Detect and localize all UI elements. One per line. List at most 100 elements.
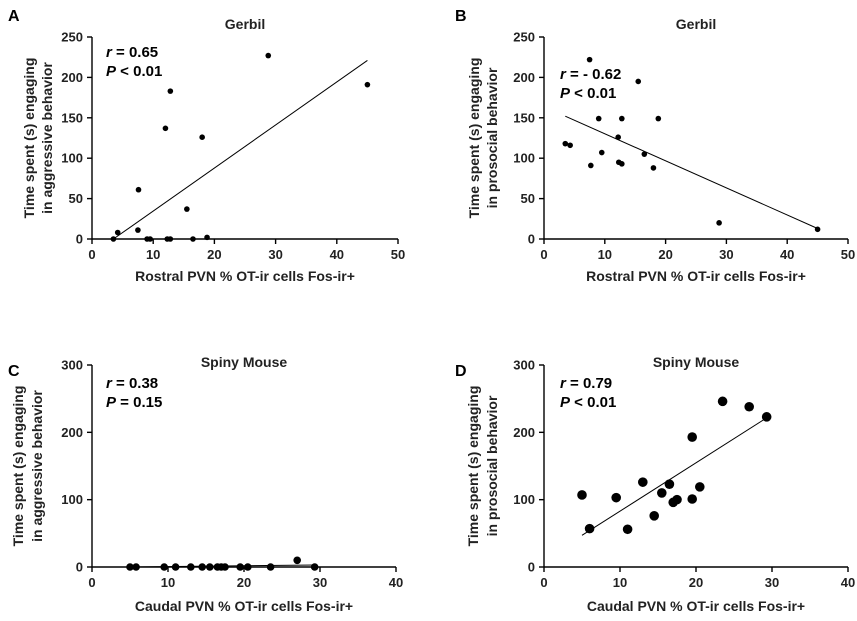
data-point (110, 236, 117, 242)
data-point (638, 477, 648, 487)
data-point (577, 490, 587, 500)
x-tick-label: 10 (613, 575, 627, 590)
y-axis-title-line: Time spent (s) engaging (465, 386, 481, 547)
data-point (162, 125, 169, 132)
x-tick-label: 20 (207, 247, 221, 262)
p-value: < 0.01 (570, 85, 616, 102)
y-tick-label: 200 (61, 425, 83, 440)
data-point (695, 482, 705, 492)
data-point (167, 88, 174, 94)
p-stat: P < 0.01 (106, 63, 162, 80)
x-tick-label: 50 (841, 247, 855, 262)
data-point (364, 81, 371, 88)
x-tick-label: 20 (658, 247, 672, 262)
x-tick-label: 0 (88, 575, 95, 590)
data-point (744, 401, 754, 412)
x-tick-label: 20 (689, 575, 703, 590)
x-tick-label: 0 (540, 247, 547, 262)
data-point (598, 149, 605, 156)
data-point (187, 563, 195, 571)
y-tick-label: 100 (513, 151, 535, 166)
r-symbol: r (106, 375, 113, 392)
data-point (135, 186, 142, 193)
y-axis-title-line: Time spent (s) engaging (21, 58, 37, 219)
data-point (650, 165, 657, 171)
data-point (635, 78, 642, 85)
data-point (615, 134, 621, 140)
data-point (147, 236, 153, 242)
data-point (160, 563, 168, 571)
x-tick-label: 40 (841, 575, 855, 590)
data-point (687, 432, 697, 442)
p-stat: P = 0.15 (106, 394, 162, 411)
x-tick-label: 40 (330, 247, 344, 262)
y-tick-label: 50 (521, 191, 535, 206)
data-point (588, 162, 594, 169)
p-value: < 0.01 (116, 63, 162, 80)
x-tick-label: 30 (313, 575, 327, 590)
r-value: = 0.38 (112, 375, 158, 392)
r-symbol: r (560, 66, 567, 83)
x-axis-title: Rostral PVN % OT-ir cells Fos-ir+ (586, 268, 806, 284)
data-point (199, 134, 205, 140)
y-axis-title-line: in aggressive behavior (29, 390, 45, 542)
y-tick-label: 0 (76, 560, 83, 575)
data-point (293, 556, 302, 565)
x-tick-label: 10 (146, 247, 160, 262)
data-point (687, 494, 697, 504)
data-point (584, 523, 595, 534)
data-point (619, 161, 625, 167)
data-point (236, 563, 244, 571)
y-tick-label: 200 (513, 70, 535, 85)
y-axis-title-line: Time spent (s) engaging (10, 386, 26, 547)
data-point (649, 511, 659, 521)
p-symbol: P (560, 394, 571, 411)
panel-title: Gerbil (676, 16, 716, 32)
x-tick-label: 0 (540, 575, 547, 590)
data-point (586, 56, 593, 63)
y-axis-title-line: in aggressive behavior (39, 62, 55, 214)
data-point (132, 563, 140, 571)
panel-a: A Gerbil 0 10 20 30 40 50 0 50 100 150 200 250 Rostral… (8, 8, 405, 284)
x-tick-label: 30 (765, 575, 779, 590)
x-axis-title: Caudal PVN % OT-ir cells Fos-ir+ (587, 598, 805, 614)
p-symbol: P (106, 63, 117, 80)
data-point (672, 494, 682, 505)
data-point (761, 412, 772, 422)
correlation-stat: r = - 0.62 (560, 66, 621, 83)
p-value: < 0.01 (570, 394, 616, 411)
data-point (622, 524, 633, 535)
data-point (814, 226, 821, 233)
y-tick-label: 300 (61, 358, 83, 373)
r-symbol: r (106, 44, 113, 61)
data-point (657, 488, 667, 498)
data-point (206, 563, 214, 571)
data-point (655, 115, 662, 122)
y-tick-label: 100 (61, 151, 83, 166)
y-tick-label: 0 (528, 232, 535, 247)
x-tick-label: 40 (780, 247, 794, 262)
p-stat: P < 0.01 (560, 394, 616, 411)
data-point (167, 236, 174, 242)
y-tick-label: 200 (513, 425, 535, 440)
y-tick-label: 250 (61, 30, 83, 45)
data-point (611, 492, 621, 503)
y-tick-label: 150 (61, 110, 83, 125)
y-axis-title-line: in prosocial behavior (484, 67, 500, 208)
x-axis-title: Rostral PVN % OT-ir cells Fos-ir+ (135, 268, 355, 284)
panel-d: D Spiny Mouse 0 10 20 30 40 0 100 200 300 Caudal PV… (455, 354, 855, 614)
data-point (562, 140, 569, 147)
correlation-stat: r = 0.65 (106, 44, 158, 61)
p-value: = 0.15 (116, 394, 162, 411)
data-point (265, 52, 272, 59)
data-point (171, 563, 180, 571)
y-tick-label: 0 (528, 560, 535, 575)
panel-letter: A (8, 8, 20, 25)
correlation-stat: r = 0.79 (560, 375, 612, 392)
data-point (716, 220, 722, 226)
regression-line (113, 60, 368, 240)
x-tick-label: 0 (88, 247, 95, 262)
y-tick-label: 250 (513, 30, 535, 45)
p-stat: P < 0.01 (560, 85, 616, 102)
y-tick-label: 150 (513, 110, 535, 125)
